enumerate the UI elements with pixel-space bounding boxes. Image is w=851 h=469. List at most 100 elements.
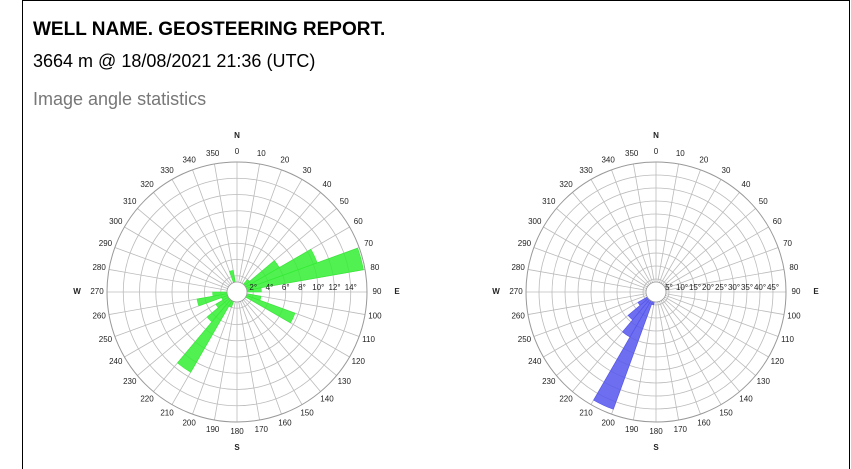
petal [236,291,296,324]
r-tick-label: 8° [298,283,306,292]
ring [139,194,335,390]
ring [603,239,709,345]
r-tick-label: 40° [754,283,766,292]
angle-label: 20 [699,156,708,165]
angle-label: 240 [528,357,542,366]
angle-label: 300 [528,217,542,226]
angle-label: 240 [109,357,123,366]
angle-label: 100 [787,311,801,320]
ring [564,200,748,384]
angle-label: 130 [338,377,352,386]
r-tick-label: 25° [715,283,727,292]
ring [642,278,670,306]
ring [616,252,696,332]
angle-label: 290 [518,239,532,248]
angle-label: 10 [257,149,266,158]
angle-label: 150 [719,408,733,417]
report-frame: WELL NAME. GEOSTEERING REPORT. 3664 m @ … [22,0,850,469]
angle-label: 110 [362,335,375,344]
angle-label: 80 [370,263,379,272]
ring [551,187,761,397]
angle-label: 140 [320,394,334,403]
angle-label: 70 [783,239,792,248]
angle-label: 180 [649,427,663,436]
report-subtitle: 3664 m @ 18/08/2021 21:36 (UTC) [33,51,316,71]
angle-label: 290 [99,239,113,248]
angle-label: 250 [518,335,532,344]
angle-label: 30 [303,166,312,175]
compass-label: W [492,287,500,296]
angle-label: 210 [160,408,174,417]
r-tick-label: 20° [702,283,714,292]
angle-label: 170 [255,425,269,434]
r-tick-label: 4° [266,283,274,292]
angle-label: 190 [206,425,220,434]
angle-label: 40 [742,180,751,189]
compass-label: N [234,131,240,140]
petal [206,291,238,323]
angle-label: 230 [123,377,137,386]
angle-label: 320 [559,180,573,189]
ring [577,213,735,371]
r-tick-label: 6° [282,283,290,292]
angle-label: 160 [278,419,292,428]
angle-label: 70 [364,239,373,248]
angle-label: 210 [579,408,593,417]
r-tick-label: 15° [689,283,701,292]
angle-label: 320 [140,180,154,189]
compass-label: N [653,131,659,140]
ring [187,242,287,342]
center-hole [226,281,248,303]
angle-label: 340 [601,156,615,165]
angle-label: 60 [354,217,363,226]
section-title: Image angle statistics [33,89,207,109]
angle-label: 120 [352,357,366,366]
ring [122,177,352,407]
compass-label: W [73,287,81,296]
angle-label: 50 [759,197,768,206]
angle-label: 10 [676,149,685,158]
ring [629,265,683,319]
compass-label: E [813,287,819,296]
r-tick-label: 35° [741,283,753,292]
angle-label: 260 [511,311,525,320]
angle-label: 230 [542,377,556,386]
angle-label: 310 [123,197,137,206]
compass-label: S [653,443,659,452]
outer-ring [106,161,368,423]
angle-label: 90 [792,287,801,296]
compass-label: E [394,287,400,296]
angle-label: 40 [323,180,332,189]
angle-label: 260 [92,311,106,320]
angle-label: 140 [739,394,753,403]
angle-label: 180 [230,427,244,436]
angle-label: 0 [235,147,240,156]
angle-label: 110 [781,335,794,344]
angle-label: 330 [579,166,593,175]
angle-label: 160 [697,419,711,428]
angle-label: 330 [160,166,174,175]
angle-label: 30 [722,166,731,175]
angle-label: 20 [280,156,289,165]
angle-label: 340 [182,156,196,165]
angle-label: 60 [773,217,782,226]
angle-label: 270 [509,287,523,296]
r-tick-label: 12° [328,283,340,292]
angle-label: 300 [109,217,123,226]
r-tick-label: 30° [728,283,740,292]
angle-label: 170 [674,425,688,434]
angle-label: 120 [771,357,785,366]
angle-label: 350 [206,149,220,158]
angle-label: 280 [92,263,106,272]
report-title: WELL NAME. GEOSTEERING REPORT. [33,19,386,40]
ring [204,259,270,325]
center-hole [645,281,667,303]
petal [622,291,657,338]
angle-label: 130 [757,377,771,386]
outer-ring [525,161,787,423]
petal [593,291,657,410]
ring [155,210,319,374]
r-tick-label: 10° [676,283,688,292]
angle-label: 50 [340,197,349,206]
